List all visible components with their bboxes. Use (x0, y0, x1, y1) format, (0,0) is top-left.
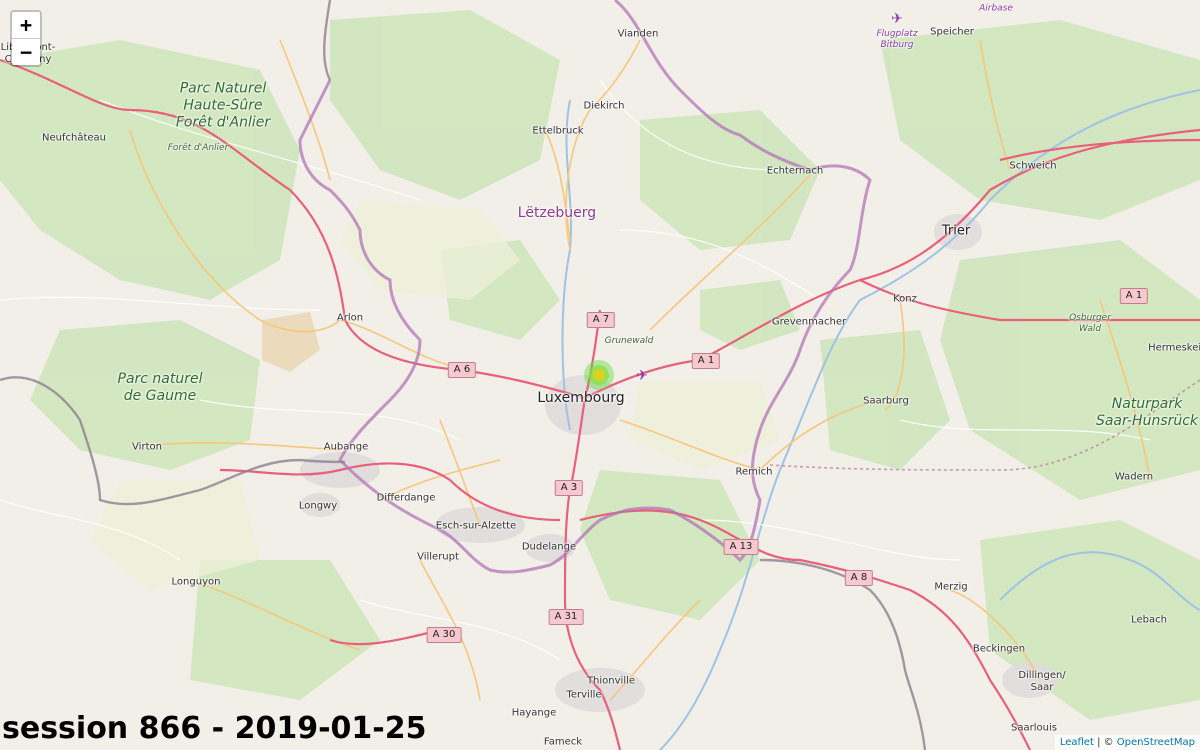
town-label: Vianden (617, 28, 659, 40)
town-label: Aubange (323, 441, 369, 453)
leaflet-link[interactable]: Leaflet (1059, 737, 1094, 748)
town-label: Schweich (1009, 160, 1057, 172)
town-label: Virton (132, 441, 162, 453)
town-label: Longuyon (171, 576, 221, 588)
city-label: Luxembourg (537, 390, 625, 406)
road-shield: A 1 (1119, 288, 1149, 304)
road-shield: A 31 (548, 609, 584, 625)
zoom-in-button[interactable]: + (12, 12, 40, 39)
town-label: Saarlouis (1011, 722, 1057, 734)
heatmap-marker[interactable] (584, 360, 614, 390)
park-label: Parc Naturel Haute-Sûre Forêt d'Anlier (175, 80, 271, 131)
attribution-separator: | © (1093, 737, 1117, 748)
session-caption: session 866 - 2019-01-25 (2, 711, 427, 746)
town-label: Terville (566, 689, 602, 701)
town-label: Lebach (1131, 614, 1167, 626)
town-label: Dillingen/ Saar (1018, 670, 1066, 693)
zoom-out-button[interactable]: − (12, 39, 40, 65)
town-label: Diekirch (583, 100, 625, 112)
airport-icon: ✈ (891, 11, 903, 27)
town-label: Esch-sur-Alzette (435, 520, 517, 532)
town-label: Hermeskeil (1148, 342, 1200, 354)
road-shield: A 30 (426, 627, 462, 643)
road-shield: A 13 (723, 539, 759, 555)
road-shield: A 7 (586, 312, 616, 328)
town-label: Beckingen (972, 643, 1026, 655)
airport-icon: ✈ (636, 368, 648, 384)
road-shield: A 6 (447, 362, 477, 378)
road-shield: A 8 (844, 570, 874, 586)
openstreetmap-link[interactable]: OpenStreetMap (1116, 737, 1195, 748)
city-label: Trier (941, 223, 971, 239)
road-shield: A 3 (554, 480, 584, 496)
town-label: Dudelange (521, 541, 577, 553)
town-label: Remich (735, 466, 773, 478)
forest-label: Grunewald (604, 336, 654, 346)
town-label: Arlon (336, 312, 364, 324)
town-label: Ettelbruck (532, 125, 584, 137)
airport-label: Flugplatz Bitburg (876, 29, 918, 50)
town-label: Echternach (766, 165, 824, 177)
airport-label: Airbase (979, 3, 1013, 14)
zoom-control: + − (10, 10, 42, 67)
forest-label: Osburger Wald (1069, 313, 1111, 334)
town-label: Saarburg (863, 395, 909, 407)
town-label: Hayange (511, 707, 557, 719)
town-label: Longwy (298, 500, 338, 512)
town-label: Thionville (586, 675, 636, 687)
park-label: Naturpark Saar-Hunsrück (1095, 396, 1199, 429)
town-label: Wadern (1114, 471, 1154, 483)
country-label: Lëtzebuerg (517, 205, 597, 221)
town-label: Fameck (543, 736, 583, 748)
town-label: Merzig (934, 581, 968, 593)
town-label: Grevenmacher (771, 316, 847, 328)
town-label: Neufchâteau (42, 132, 106, 144)
town-label: Speicher (930, 26, 974, 38)
road-shield: A 1 (691, 353, 721, 369)
map-attribution: Leaflet | © OpenStreetMap (1054, 735, 1200, 750)
park-label: Parc naturel de Gaume (117, 371, 203, 404)
town-label: Villerupt (417, 551, 459, 563)
forest-label: Forêt d'Anlier (167, 143, 229, 153)
town-label: Differdange (376, 492, 436, 504)
town-label: Konz (893, 293, 917, 305)
